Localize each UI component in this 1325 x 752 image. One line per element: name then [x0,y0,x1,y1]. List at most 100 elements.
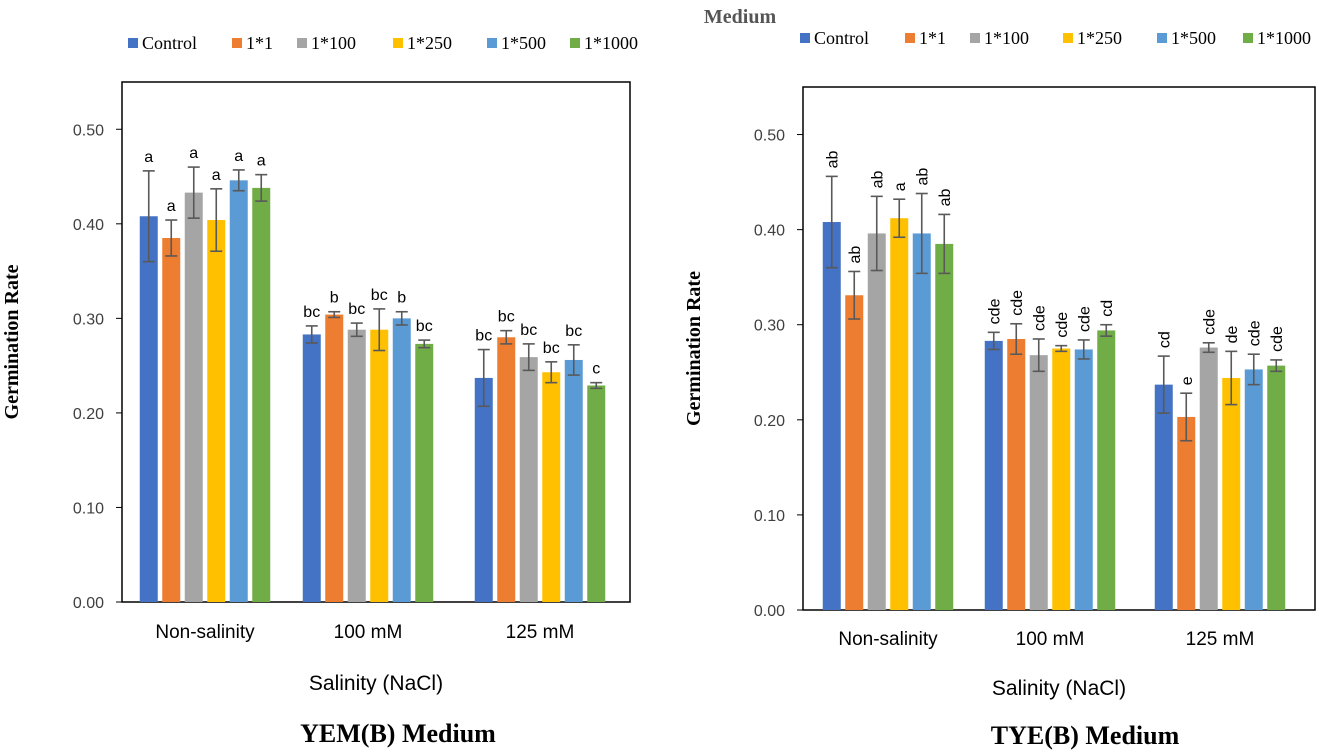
bar [542,372,561,602]
legend-swatch [232,38,242,48]
significance-label: bc [498,309,515,326]
y-tick-label: 0.30 [754,318,785,335]
significance-label: b [330,290,339,307]
bar [1199,347,1218,610]
bar [139,216,158,602]
bar [867,233,886,610]
category-label: Non-salinity [838,629,938,650]
significance-label: bc [475,328,492,345]
bar [474,377,493,602]
y-axis-title: Germination Rate [683,271,705,426]
bar [1052,348,1071,610]
legend-label: 1*1 [246,33,273,53]
y-tick-label: 0.20 [73,406,104,423]
significance-label: cde [1247,320,1264,346]
legend-label: 1*100 [984,28,1029,48]
bar [845,295,864,610]
x-axis-title: Salinity (NaCl) [309,672,443,695]
legend-swatch [487,38,497,48]
legend-swatch [970,33,980,43]
bar [822,222,841,610]
bar [162,238,181,602]
y-tick-label: 0.00 [73,595,104,612]
category-label: Non-salinity [155,622,255,643]
y-tick-label: 0.40 [73,217,104,234]
bar [519,357,538,602]
significance-label: a [167,198,176,215]
legend-label: Control [814,28,869,48]
significance-label: ab [937,189,954,207]
bar [415,343,434,602]
significance-label: bc [543,340,560,357]
legend-swatch [1157,33,1167,43]
y-tick-label: 0.50 [73,122,104,139]
significance-label: cd [1099,300,1116,317]
bar [184,192,203,603]
y-axis-title: Germination Rate [1,264,23,419]
significance-label: de [1224,325,1241,343]
legend-swatch [1243,33,1253,43]
category-label: 100 mM [334,622,403,643]
bar [1222,377,1241,610]
bar [207,220,226,602]
bar [935,243,954,610]
legend-label: 1*1 [919,28,946,48]
y-tick-label: 0.10 [754,508,785,525]
legend-swatch [1063,33,1073,43]
bar [392,318,411,602]
legend-swatch [905,33,915,43]
bar [325,314,344,602]
significance-label: bc [565,323,582,340]
significance-label: a [257,153,266,170]
figure-top-title: Medium [704,6,777,28]
chart-caption: TYE(B) Medium [991,721,1180,750]
bar [1007,338,1026,610]
legend-swatch [297,38,307,48]
category-label: 125 mM [1186,629,1255,650]
category-label: 125 mM [506,622,575,643]
significance-label: bc [371,287,388,304]
category-label: 100 mM [1016,629,1085,650]
chart-caption: YEM(B) Medium [300,719,496,748]
x-axis-title: Salinity (NaCl) [992,677,1126,700]
bar [587,385,606,602]
bar [1267,365,1286,610]
y-tick-label: 0.30 [73,311,104,328]
bar [302,334,321,602]
bar [890,218,909,610]
y-tick-label: 0.40 [754,223,785,240]
significance-label: bc [520,322,537,339]
significance-label: ab [847,246,864,264]
significance-label: cde [1032,305,1049,331]
legend-swatch [570,38,580,48]
legend-label: 1*500 [501,33,546,53]
legend-label: 1*250 [1077,28,1122,48]
bar [1074,349,1093,610]
legend-label: 1*250 [407,33,452,53]
significance-label: ab [825,150,842,168]
significance-label: bc [416,318,433,335]
bar [1154,384,1173,610]
bar [252,187,271,602]
bar [1177,416,1196,610]
significance-label: ab [915,168,932,186]
significance-label: c [592,361,600,378]
significance-label: a [892,182,909,191]
legend-label: 1*1000 [1257,28,1311,48]
y-tick-label: 0.50 [754,128,785,145]
significance-label: a [234,148,243,165]
bar [912,233,931,610]
legend-label: 1*100 [311,33,356,53]
significance-label: cde [1054,312,1071,338]
significance-label: cde [987,298,1004,324]
bar [1029,355,1048,610]
legend-label: Control [142,33,197,53]
y-tick-label: 0.20 [754,413,785,430]
bar [347,329,366,602]
significance-label: e [1179,376,1196,385]
legend-label: 1*500 [1171,28,1216,48]
significance-label: cd [1157,331,1174,348]
